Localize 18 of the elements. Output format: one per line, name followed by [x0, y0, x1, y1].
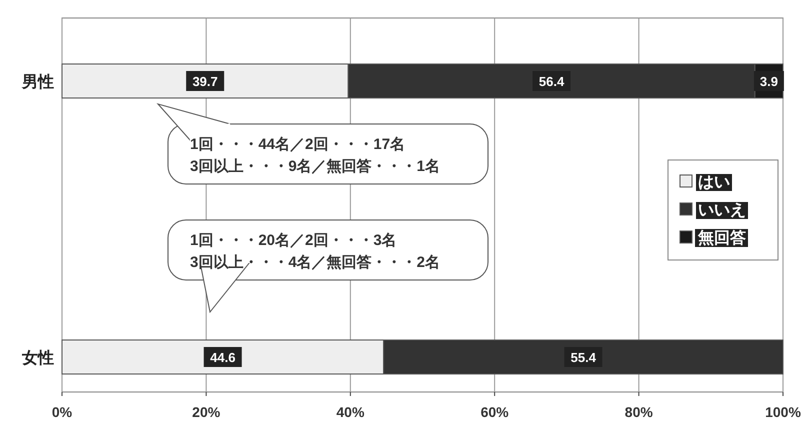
x-tick-label: 20%	[192, 404, 221, 420]
x-tick-label: 40%	[336, 404, 365, 420]
y-tick-label: 男性	[21, 73, 54, 91]
annotation: 1回・・・44名／2回・・・17名 3回以上・・・9名／無回答・・・1名	[190, 136, 440, 175]
x-tick-label: 60%	[480, 404, 510, 420]
data-label: 3.9	[760, 74, 778, 89]
legend-label: はい	[698, 174, 730, 191]
data-label: 56.4	[538, 74, 565, 89]
x-tick-label: 80%	[624, 404, 654, 420]
data-label: 39.7	[192, 74, 218, 89]
x-tick-label: 100%	[765, 404, 802, 420]
data-label: 55.4	[570, 350, 597, 365]
legend-label: いいえ	[698, 202, 746, 219]
data-label: 44.6	[210, 350, 236, 365]
annotation: 1回・・・20名／2回・・・3名 3回以上・・・4名／無回答・・・2名	[190, 232, 440, 271]
x-tick-label: 0%	[52, 404, 73, 420]
legend-label: 無回答	[697, 229, 746, 247]
y-tick-label: 女性	[21, 349, 54, 367]
